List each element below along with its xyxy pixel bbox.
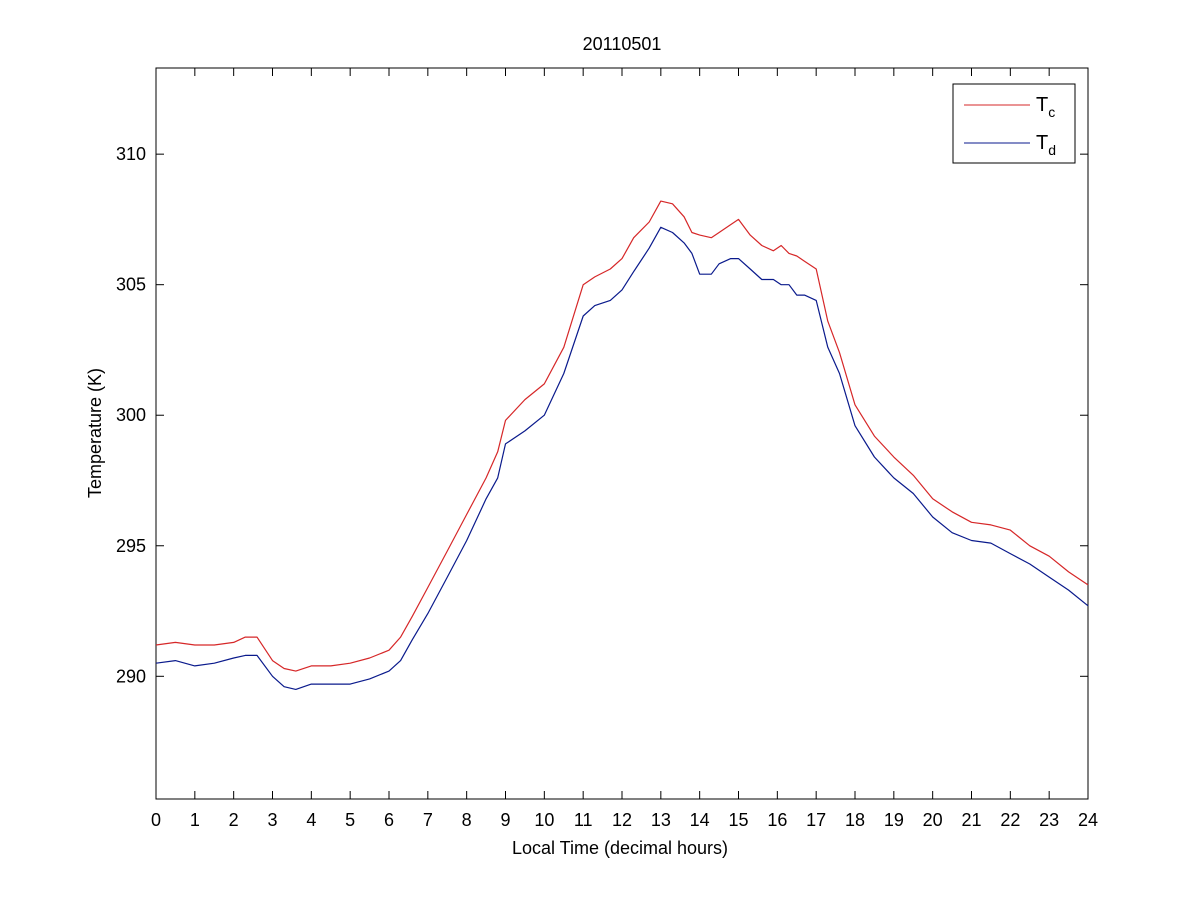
series-line-c — [155, 200, 1089, 672]
x-tick-label: 23 — [1039, 810, 1059, 830]
x-tick-label: 19 — [884, 810, 904, 830]
x-tick-label: 1 — [190, 810, 200, 830]
x-tick-label: 21 — [961, 810, 981, 830]
legend-label-td-sub: d — [1048, 142, 1056, 158]
x-tick-label: 6 — [384, 810, 394, 830]
y-axis: 290 295 300 305 310 — [116, 144, 1088, 686]
x-tick-label: 15 — [728, 810, 748, 830]
x-axis: 0 1 2 3 4 5 6 7 8 9 10 11 12 13 14 15 16 17 18 19 20 21 22 23 24 — [151, 68, 1098, 830]
legend-box — [952, 83, 1076, 164]
x-tick-label: 5 — [345, 810, 355, 830]
y-axis-label: Temperature (K) — [85, 368, 105, 498]
legend-label-tc: Tc — [1036, 94, 1055, 120]
x-tick-label: 13 — [651, 810, 671, 830]
x-tick-label: 10 — [534, 810, 554, 830]
x-tick-label: 3 — [267, 810, 277, 830]
y-tick-label: 300 — [116, 405, 146, 425]
x-tick-label: 17 — [806, 810, 826, 830]
x-tick-label: 4 — [306, 810, 316, 830]
x-tick-label: 11 — [574, 810, 593, 830]
x-tick-label: 24 — [1078, 810, 1098, 830]
x-tick-label: 14 — [690, 810, 710, 830]
x-tick-label: 22 — [1000, 810, 1020, 830]
legend-label-tc-sub: c — [1048, 104, 1055, 120]
x-tick-label: 0 — [151, 810, 161, 830]
x-tick-label: 12 — [612, 810, 632, 830]
x-axis-label: Local Time (decimal hours) — [512, 838, 728, 858]
chart-title: 20110501 — [583, 34, 662, 54]
plot-area — [155, 67, 1089, 800]
legend-label-td-main: T — [1036, 132, 1048, 154]
x-tick-label: 18 — [845, 810, 865, 830]
x-tick-label: 2 — [229, 810, 239, 830]
x-tick-label: 8 — [462, 810, 472, 830]
y-tick-label: 290 — [116, 666, 146, 686]
y-tick-label: 310 — [116, 144, 146, 164]
legend-label-td: Td — [1036, 132, 1056, 158]
x-tick-label: 7 — [423, 810, 433, 830]
series-layer — [155, 200, 1089, 690]
x-tick-label: 16 — [767, 810, 787, 830]
y-tick-label: 305 — [116, 275, 146, 295]
legend-label-tc-main: T — [1036, 94, 1048, 116]
series-line-d — [155, 226, 1089, 690]
x-tick-label: 9 — [500, 810, 510, 830]
y-tick-label: 295 — [116, 536, 146, 556]
x-tick-label: 20 — [923, 810, 943, 830]
legend: Tc Td — [952, 83, 1076, 164]
